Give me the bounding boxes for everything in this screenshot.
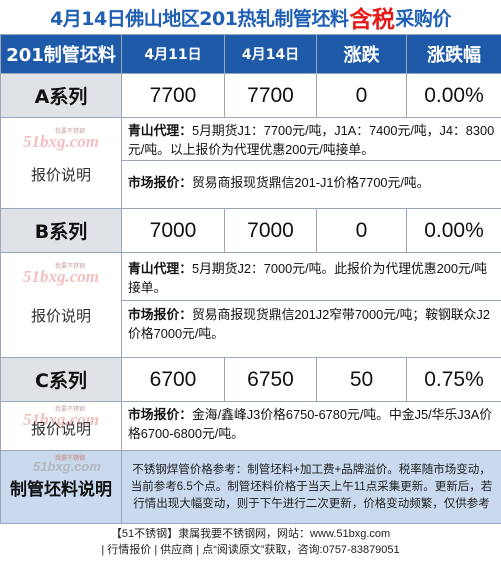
price-curr: 7000 <box>224 208 317 253</box>
price-prev: 7000 <box>121 208 225 253</box>
desc-label: 报价说明 <box>30 421 91 438</box>
footer-line-1: 【51不锈钢】隶属我要不锈钢网，网站：www.51bxg.com <box>110 528 391 540</box>
desc-row: 51bxg.com 我要不锈钢 报价说明 青山代理：5月期货J2：7000元/吨。… <box>0 252 501 358</box>
series-name: A系列 <box>0 73 122 118</box>
desc-text: 贸易商报现货鼎信201J2窄带7000元/吨；鞍钢联众J2价格7000元/吨。 <box>128 307 490 341</box>
desc-row: 51bxg.com 我要不锈钢 报价说明 市场报价：金海/鑫峰J3价格6750-6… <box>0 401 501 451</box>
price-change-pct: 0.00% <box>406 208 501 253</box>
desc-label-cell: 51bxg.com 我要不锈钢 报价说明 <box>0 117 122 209</box>
title-prefix: 4月14日佛山地区201热轧制管坯料 <box>50 7 349 30</box>
price-change-pct: 0.75% <box>406 357 501 402</box>
page-title: 4月14日佛山地区201热轧制管坯料 含税 采购价 <box>0 0 501 34</box>
footer-line-2: | 行情报价 | 供应商 | 点“阅读原文”获取，咨询:0757-8387905… <box>101 544 400 556</box>
series-name: B系列 <box>0 208 122 253</box>
desc-row: 51bxg.com 我要不锈钢 报价说明 青山代理：5月期货J1：7700元/吨，… <box>0 117 501 209</box>
watermark-logo: 51bxg.com 我要不锈钢 <box>23 261 99 295</box>
price-change-pct: 0.00% <box>406 73 501 118</box>
header-change-pct: 涨跌幅 <box>406 34 501 74</box>
desc-label: 报价说明 <box>30 167 91 184</box>
price-prev: 6700 <box>121 357 225 402</box>
desc-lead: 青山代理： <box>128 123 192 138</box>
header-date-curr: 4月14日 <box>224 34 317 74</box>
notes-text: 不锈钢焊管价格参考：制管坯料+加工费+品牌溢价。税率随市场变动，当前参考6.5个… <box>121 450 501 524</box>
table-row: C系列 6700 6750 50 0.75% <box>0 357 501 402</box>
desc-label-cell: 51bxg.com 我要不锈钢 报价说明 <box>0 401 122 451</box>
watermark-text: 51bxg.com <box>23 132 100 151</box>
header-date-prev: 4月11日 <box>121 34 225 74</box>
desc-text: 5月期货J1：7700元/吨，J1A：7400元/吨，J4：8300元/吨。以上… <box>128 123 495 157</box>
watermark-logo: 51bxg.com 我要不锈钢 <box>23 453 101 487</box>
desc-content: 青山代理：5月期货J2：7000元/吨。此报价为代理优惠200元/吨接单。 市场… <box>121 252 501 358</box>
table-header: 201制管坯料 4月11日 4月14日 涨跌 涨跌幅 <box>0 34 501 74</box>
price-table: 201制管坯料 4月11日 4月14日 涨跌 涨跌幅 A系列 7700 7700… <box>0 34 501 524</box>
desc-content: 青山代理：5月期货J1：7700元/吨，J1A：7400元/吨，J4：8300元… <box>121 117 501 209</box>
watermark-tag: 我要不锈钢 <box>55 407 86 413</box>
desc-text: 5月期货J2：7000元/吨。此报价为代理优惠200元/吨接单。 <box>128 261 488 295</box>
title-suffix: 采购价 <box>395 7 451 30</box>
desc-text: 贸易商报现货鼎信201-J1价格7700元/吨。 <box>191 175 430 190</box>
footer: 【51不锈钢】隶属我要不锈钢网，网站：www.51bxg.com | 行情报价 … <box>0 524 501 558</box>
watermark-logo: 51bxg.com 我要不锈钢 <box>23 126 99 160</box>
series-name: C系列 <box>0 357 122 402</box>
header-change: 涨跌 <box>316 34 407 74</box>
watermark-text: 51bxg.com <box>23 410 100 429</box>
price-prev: 7700 <box>121 73 225 118</box>
desc-lead: 市场报价： <box>128 407 192 422</box>
title-tax: 含税 <box>349 7 395 33</box>
desc-lead: 市场报价： <box>128 307 192 322</box>
watermark-tag: 我要不锈钢 <box>55 455 86 462</box>
watermark-tag: 我要不锈钢 <box>55 129 86 135</box>
notes-label-cell: 51bxg.com 我要不锈钢 制管坯料说明 <box>0 450 122 524</box>
desc-label-cell: 51bxg.com 我要不锈钢 报价说明 <box>0 252 122 358</box>
price-curr: 6750 <box>224 357 317 402</box>
table-row: A系列 7700 7700 0 0.00% <box>0 73 501 118</box>
watermark-logo: 51bxg.com 我要不锈钢 <box>23 404 99 438</box>
watermark-text: 51bxg.com <box>33 459 101 474</box>
desc-lead: 市场报价： <box>128 175 192 190</box>
notes-label: 制管坯料说明 <box>10 479 112 500</box>
desc-lead: 青山代理： <box>128 261 192 276</box>
desc-label: 报价说明 <box>30 308 91 325</box>
watermark-tag: 我要不锈钢 <box>55 264 86 270</box>
desc-text: 金海/鑫峰J3价格6750-6780元/吨。中金J5/华乐J3A价格6700-6… <box>128 407 493 441</box>
price-curr: 7700 <box>224 73 317 118</box>
header-product: 201制管坯料 <box>0 34 122 74</box>
table-row: B系列 7000 7000 0 0.00% <box>0 208 501 253</box>
notes-row: 51bxg.com 我要不锈钢 制管坯料说明 不锈钢焊管价格参考：制管坯料+加工费… <box>0 450 501 524</box>
price-change: 50 <box>316 357 407 402</box>
desc-content: 市场报价：金海/鑫峰J3价格6750-6780元/吨。中金J5/华乐J3A价格6… <box>121 401 501 451</box>
price-change: 0 <box>316 73 407 118</box>
price-change: 0 <box>316 208 407 253</box>
watermark-text: 51bxg.com <box>23 267 100 286</box>
